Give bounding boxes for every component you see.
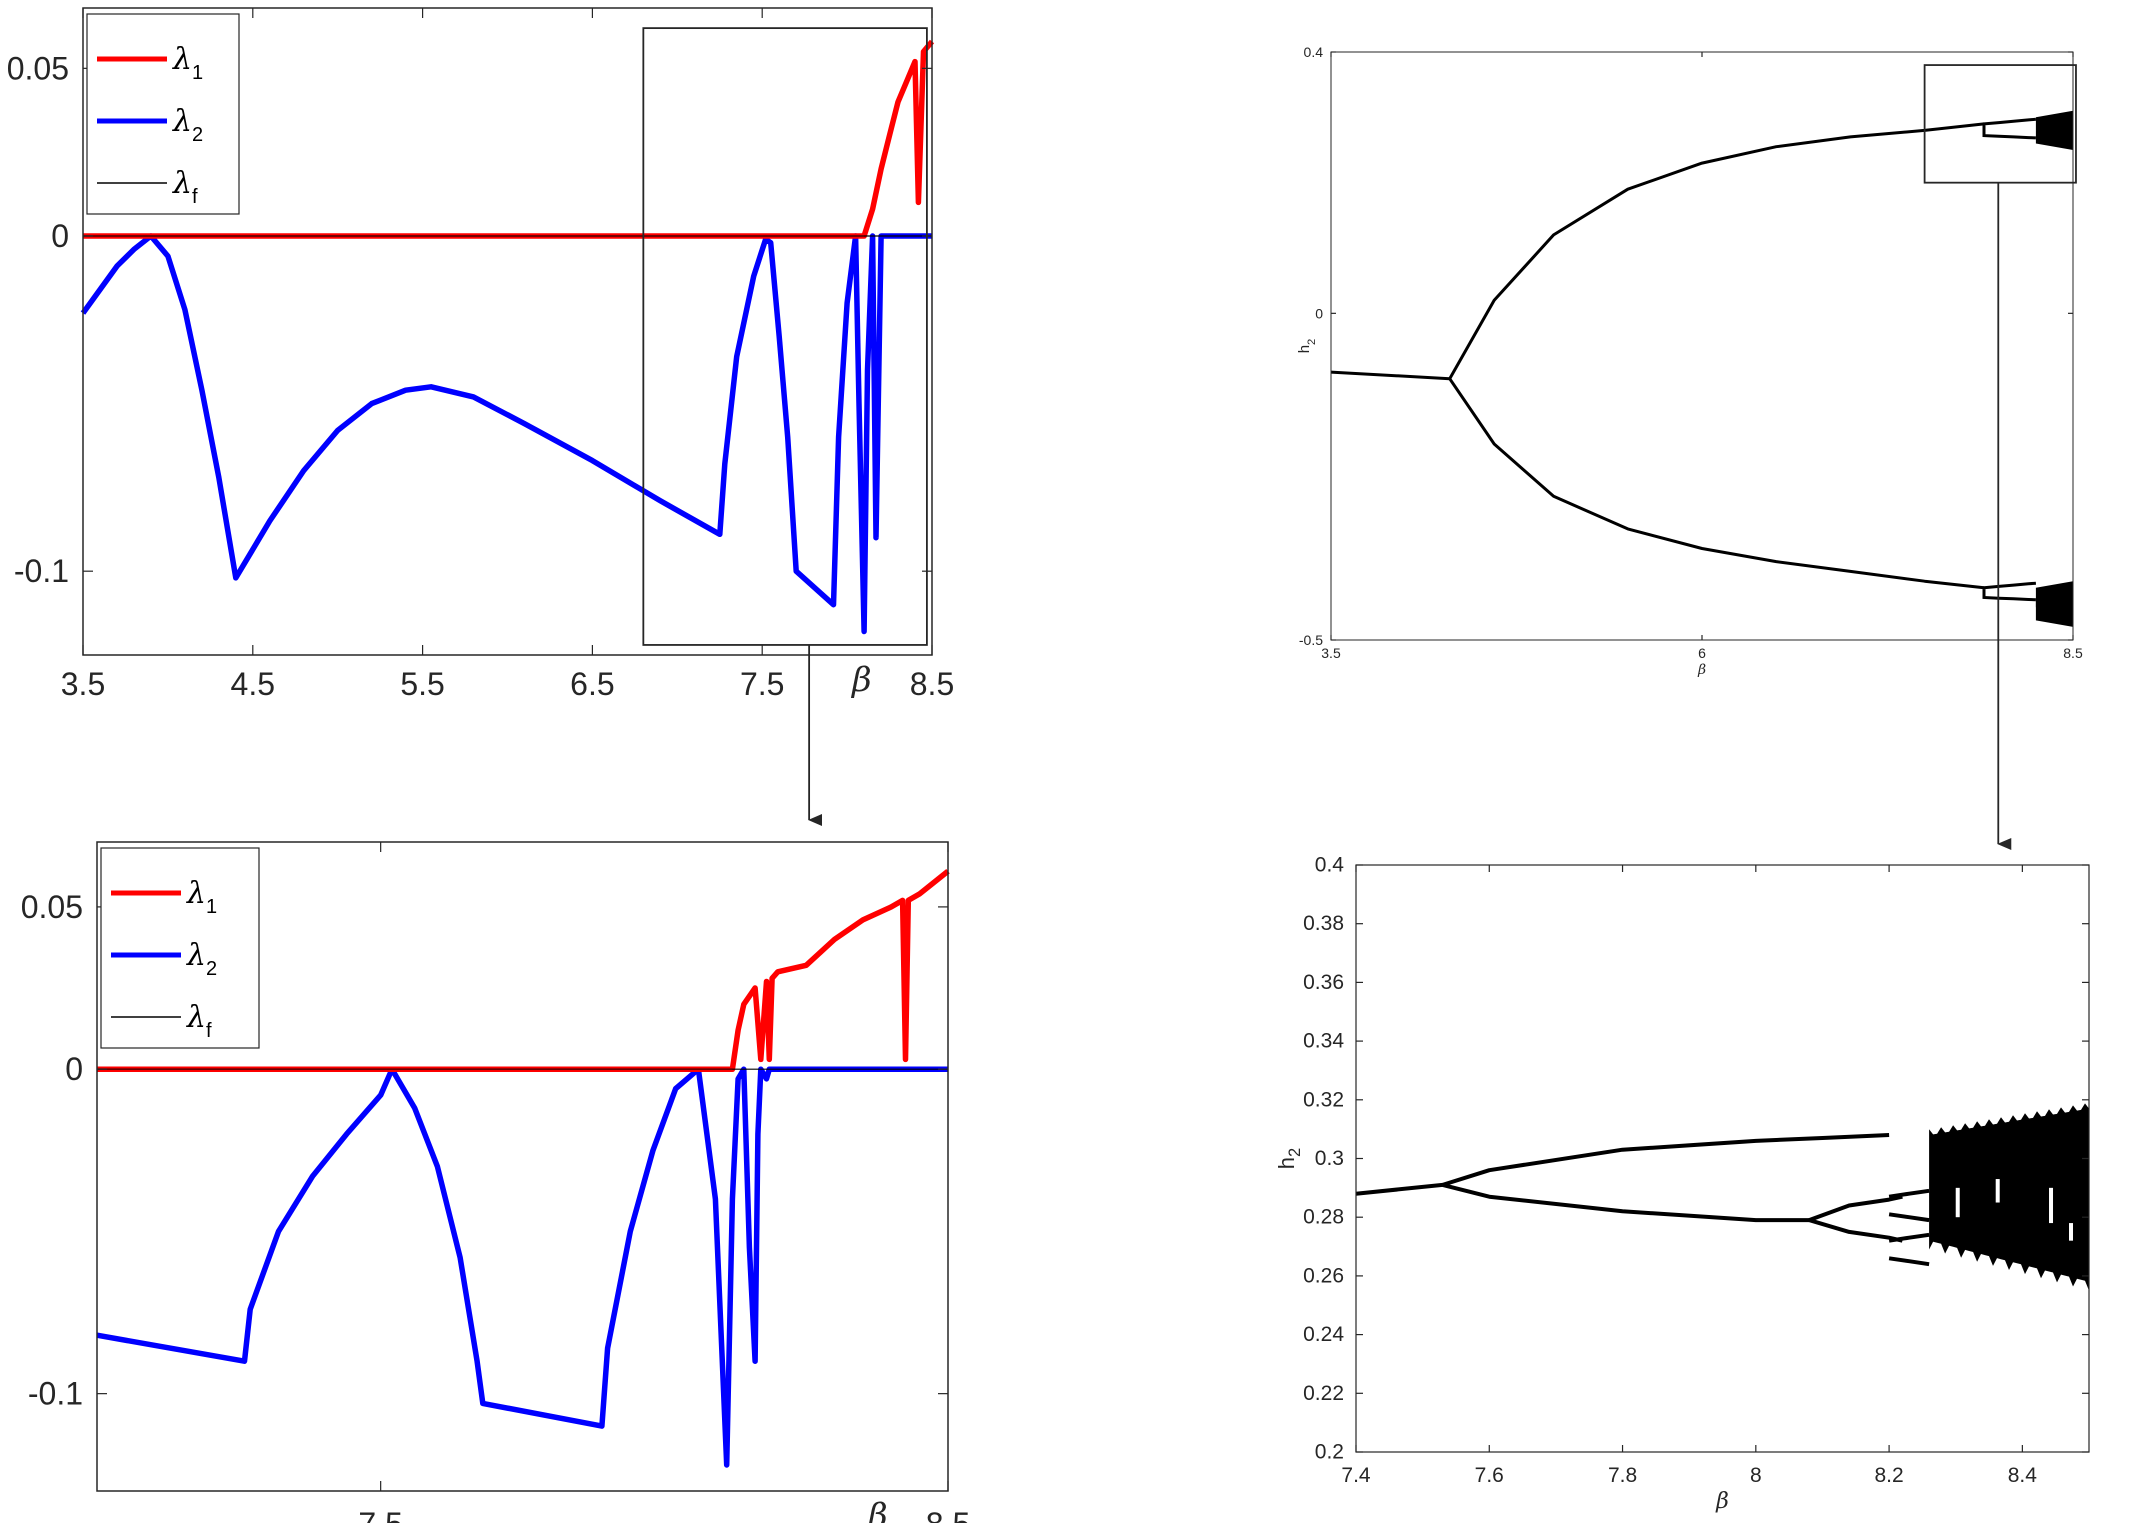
doubling-branch [1982,581,2037,590]
x-tick-label: 8 [1750,1464,1762,1487]
zoom-region-box [1923,64,2077,184]
legend-label: λ2 [172,104,203,146]
x-tick-label: 7.4 [1341,1464,1371,1487]
series-line-λ2 [96,1066,948,1468]
lyapunov-zoom-legend: λ1 λ2 λf [100,847,260,1049]
lyapunov-full-xlabel: β [850,660,872,700]
chaotic-region [1929,1103,2089,1291]
x-tick-label: 6.5 [570,666,614,702]
y-tick-label: 0.4 [1315,854,1345,877]
y-tick-label: 0.28 [1303,1206,1344,1229]
y-tick-label: -0.1 [28,1376,83,1412]
bifurcation-zoom-chart: 7.4 7.6 7.8 8 8.2 8.4 0.4 0.38 0.36 0.34 0.32 0.3 0.… [1274,854,2090,1514]
chaotic-band [2035,123,2073,150]
bifurcation-full-ticks: 3.5 6 8.5 0.4 0 -0.5 [1299,44,2083,661]
branch-period4_lower [1808,1194,1903,1222]
y-tick-label: 0.36 [1303,971,1344,994]
y-tick-label: 0.3 [1315,1147,1344,1170]
lyapunov-zoom-ticks: 7.5 8.5 0.05 0 -0.1 [21,842,970,1523]
periodic-window [2069,1223,2074,1241]
x-tick-label: 7.5 [358,1506,402,1523]
y-tick-label: -0.1 [14,553,69,589]
bifurcation-zoom-ticks: 7.4 7.6 7.8 8 8.2 8.4 0.4 0.38 0.36 0.34 0.32 0.3 0.… [1303,854,2089,1487]
y-tick-label: -0.5 [1299,632,1323,648]
lyapunov-zoom-marks [96,869,950,1468]
y-tick-label: 0.32 [1303,1088,1344,1111]
branch-upper [1448,122,1985,380]
y-tick-label: 0.38 [1303,912,1344,935]
y-tick-label: 0.24 [1303,1323,1344,1346]
lyapunov-full-chart: 3.5 4.5 5.5 6.5 7.5 8.5 0.05 0 -0.1 λ1 λ2 λf β [7,7,954,702]
lyapunov-full-frame [82,7,933,656]
x-tick-label: 7.8 [1608,1464,1637,1487]
legend-label: λ1 [186,876,217,918]
bifurcation-full-xlabel: β [1697,662,1706,678]
lyapunov-zoom-xlabel: β [866,1496,888,1523]
lyapunov-zoom-frame [96,841,949,1492]
x-tick-label: 7.5 [740,666,784,702]
x-tick-label: 8.5 [2063,645,2083,661]
y-tick-label: 0.34 [1303,1030,1344,1053]
branch-lower [1442,1182,1810,1223]
x-tick-label: 8.2 [1874,1464,1903,1487]
doubling-branch [1982,126,2036,140]
y-tick-label: 0.22 [1303,1382,1344,1405]
bifurcation-zoom-marks [1355,1103,2089,1291]
series-line-λ1 [83,39,935,239]
y-tick-label: 0.2 [1315,1441,1344,1464]
lyapunov-full-marks [80,27,935,646]
series-line-λ1 [97,869,950,1072]
branch-lower [1448,377,1985,590]
bifurcation-full-frame [1330,51,2074,641]
y-tick-label: 0.4 [1304,44,1324,60]
legend-label: λ1 [172,42,203,84]
doubling-branch [1888,1256,1930,1267]
lyapunov-full-ticks: 3.5 4.5 5.5 6.5 7.5 8.5 0.05 0 -0.1 [7,8,954,702]
y-tick-label: 0.05 [7,50,69,86]
x-tick-label: 3.5 [61,666,105,702]
x-tick-label: 8.4 [2008,1464,2038,1487]
legend-label: λf [186,1000,212,1042]
zoom-region-box [642,27,928,646]
branch-period4_lower_b [1808,1218,1903,1243]
x-tick-label: 7.6 [1475,1464,1504,1487]
lyapunov-full-legend: λ1 λ2 λf [86,13,240,215]
lyapunov-zoom-chart: 7.5 8.5 0.05 0 -0.1 λ1 λ2 λf β [21,841,970,1523]
x-tick-label: 3.5 [1321,645,1341,661]
branch-upper [1441,1133,1890,1187]
legend-box [100,847,260,1049]
branch-fixed_point [1330,370,1450,381]
periodic-window [1955,1187,1960,1218]
x-tick-label: 4.5 [231,666,275,702]
legend-label: λf [172,166,198,208]
y-tick-label: 0 [65,1051,83,1087]
y-tick-label: 0 [1315,305,1323,321]
branch-fixed_point [1355,1182,1443,1196]
x-tick-label: 6 [1698,645,1706,661]
series-line-λ2 [80,233,932,635]
doubling-branch [1888,1232,1930,1243]
doubling-branch [1888,1188,1930,1199]
legend-box [86,13,240,215]
x-tick-label: 8.5 [926,1506,970,1523]
y-tick-label: 0.26 [1303,1264,1344,1287]
doubling-branch [1982,117,2037,127]
x-tick-label: 8.5 [910,666,954,702]
doubling-branch [1982,589,2036,602]
legend-label: λ2 [186,938,217,980]
bifurcation-zoom-ylabel: h2 [1274,1148,1304,1169]
x-tick-label: 5.5 [400,666,444,702]
periodic-window [1995,1179,2000,1203]
bifurcation-full-ylabel: h2 [1296,339,1318,354]
y-tick-label: 0.05 [21,889,83,925]
y-tick-label: 0 [51,218,69,254]
periodic-window [2049,1187,2054,1224]
bifurcation-zoom-xlabel: β [1715,1489,1729,1514]
doubling-branch [1888,1212,1930,1223]
zoom-connectors [808,182,2012,850]
chaotic-band [2035,594,2073,627]
bifurcation-full-chart: 3.5 6 8.5 0.4 0 -0.5 β h2 [1296,44,2083,678]
bifurcation-full-marks [1330,64,2077,627]
